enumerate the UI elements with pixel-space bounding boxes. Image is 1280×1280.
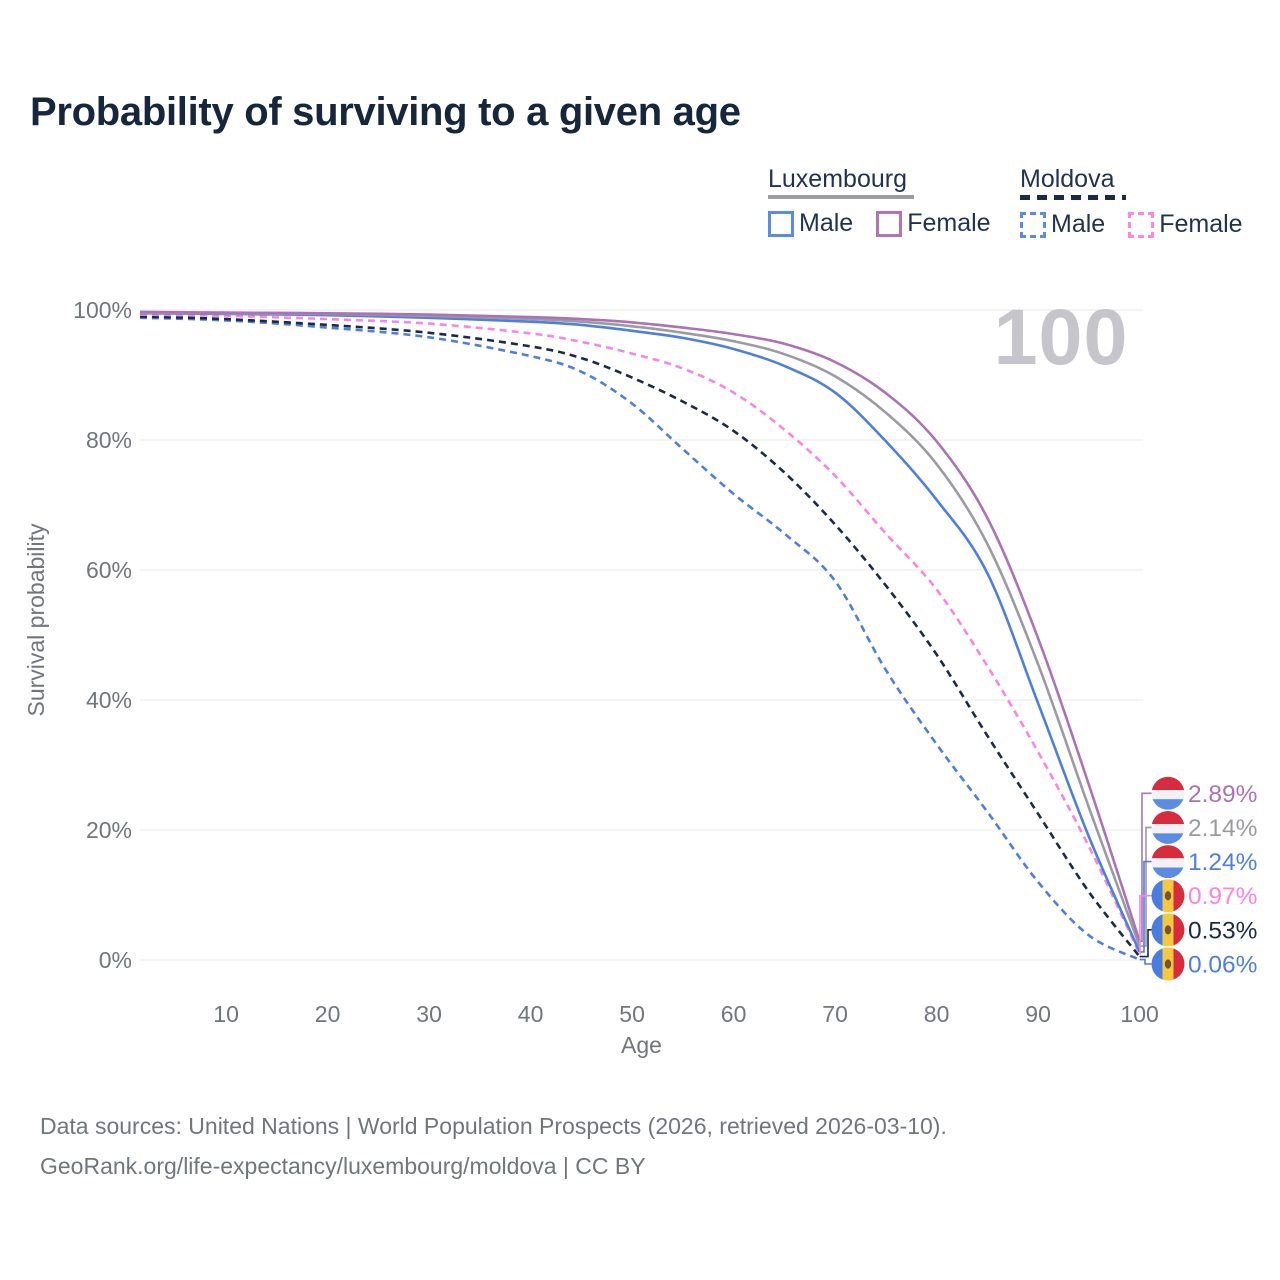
luxembourg-female-swatch-icon[interactable] <box>876 210 903 237</box>
x-tick-label: 20 <box>315 1001 341 1027</box>
legend-item-moldova-female[interactable]: Female <box>1128 210 1243 239</box>
x-axis-title: Age <box>621 1032 662 1058</box>
legend-label-moldova-female: Female <box>1159 210 1243 238</box>
y-axis-title: Survival probability <box>23 523 49 717</box>
legend-underline-moldova <box>1020 195 1126 200</box>
end-label-luxembourg-total: 2.14% <box>1188 815 1257 842</box>
y-tick-label: 0% <box>99 947 132 973</box>
end-label-luxembourg-female: 2.89% <box>1188 781 1257 808</box>
legend-group-moldova: Moldova Male Female <box>1020 166 1266 239</box>
legend-group-luxembourg: Luxembourg Male Female <box>768 166 1014 238</box>
luxembourg-male-swatch-icon[interactable] <box>768 210 794 237</box>
series-line-luxembourg-total[interactable] <box>139 311 1141 947</box>
legend-title-moldova: Moldova <box>1020 165 1115 193</box>
moldova-male-swatch-icon[interactable] <box>1020 211 1046 238</box>
series-line-moldova-male[interactable] <box>139 316 1141 961</box>
legend-item-luxembourg-male[interactable]: Male <box>768 209 853 238</box>
x-tick-label: 10 <box>213 1001 239 1027</box>
series-line-luxembourg-female[interactable] <box>139 310 1141 942</box>
x-tick-label: 60 <box>721 1001 747 1027</box>
footer: Data sources: United Nations | World Pop… <box>40 1106 947 1186</box>
end-connector-luxembourg-total <box>1139 826 1152 947</box>
x-tick-label: 40 <box>518 1001 544 1027</box>
legend-title-luxembourg: Luxembourg <box>768 165 907 193</box>
x-tick-label: 90 <box>1025 1001 1051 1027</box>
series-line-moldova-female[interactable] <box>139 313 1141 955</box>
end-connector-moldova-female <box>1139 894 1152 955</box>
end-label-moldova-total: 0.53% <box>1188 917 1257 944</box>
page-title: Probability of surviving to a given age <box>30 90 741 134</box>
end-label-luxembourg-male: 1.24% <box>1188 849 1257 876</box>
y-tick-label: 60% <box>86 557 132 583</box>
footer-data-sources: Data sources: United Nations | World Pop… <box>40 1113 947 1139</box>
y-tick-label: 40% <box>86 687 132 713</box>
x-tick-label: 100 <box>1120 1001 1158 1027</box>
y-tick-label: 20% <box>86 817 132 843</box>
luxembourg-flag-icon <box>1151 776 1185 810</box>
legend-item-luxembourg-female[interactable]: Female <box>876 209 991 238</box>
end-connector-moldova-total <box>1139 929 1152 958</box>
series-line-moldova-total[interactable] <box>139 315 1141 958</box>
end-label-moldova-female: 0.97% <box>1188 883 1257 910</box>
luxembourg-flag-icon <box>1151 810 1185 844</box>
y-tick-label: 80% <box>86 427 132 453</box>
watermark-age-100: 100 <box>994 292 1129 381</box>
x-tick-label: 80 <box>924 1001 950 1027</box>
moldova-flag-icon <box>1151 879 1185 913</box>
moldova-flag-icon <box>1151 913 1185 947</box>
legend-underline-luxembourg <box>768 195 914 199</box>
moldova-female-swatch-icon[interactable] <box>1128 211 1155 238</box>
legend-label-moldova-male: Male <box>1051 210 1106 238</box>
x-tick-label: 70 <box>822 1001 848 1027</box>
legend-label-luxembourg-male: Male <box>799 209 854 237</box>
x-tick-label: 30 <box>416 1001 442 1027</box>
y-tick-label: 100% <box>73 297 132 323</box>
legend-item-moldova-male[interactable]: Male <box>1020 210 1105 239</box>
footer-attribution: GeoRank.org/life-expectancy/luxembourg/m… <box>40 1153 646 1179</box>
moldova-flag-icon <box>1151 947 1185 981</box>
x-tick-label: 50 <box>619 1001 645 1027</box>
legend-label-luxembourg-female: Female <box>907 209 991 237</box>
series-line-luxembourg-male[interactable] <box>139 311 1141 953</box>
end-label-moldova-male: 0.06% <box>1188 952 1257 979</box>
end-connector-moldova-male <box>1139 958 1152 965</box>
luxembourg-flag-icon <box>1151 845 1185 879</box>
end-connector-luxembourg-male <box>1139 860 1152 953</box>
